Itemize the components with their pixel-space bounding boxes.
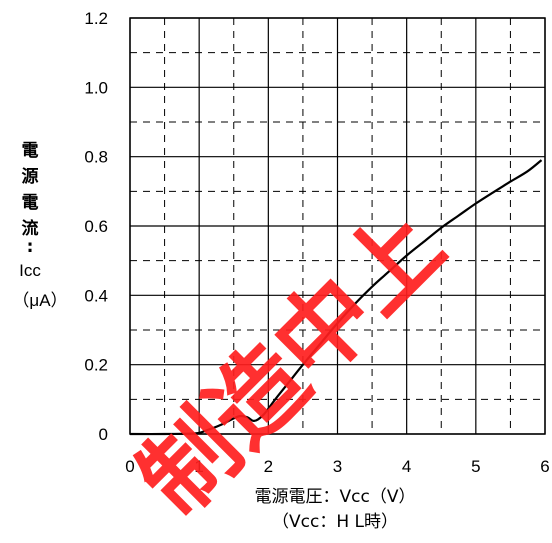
y-tick-labels: 0 0.2 0.4 0.6 0.8 1.0 1.2 [84,9,108,444]
y-label-char-1: 源 [22,166,39,187]
y-tick-label: 0.4 [84,286,108,305]
y-label-char-0: 電 [22,141,39,161]
x-tick-label: 6 [540,457,549,476]
x-tick-label: 2 [264,457,273,476]
x-tick-label: 3 [333,457,342,476]
y-label-char-3: 流 [22,218,39,239]
watermark-text: 制造中上 [118,190,464,536]
x-tick-label: 4 [402,457,411,476]
plot-frame [129,17,546,435]
y-tick-label: 1.0 [84,78,108,97]
y-tick-label: 0.6 [84,217,108,236]
y-tick-label: 0.8 [84,148,108,167]
y-label-symbol: Icc [19,261,41,280]
watermark: 制造中上 [118,190,464,536]
y-tick-label: 0 [99,425,108,444]
y-tick-label: 0.2 [84,356,108,375]
y-label-char-2: 電 [22,193,39,213]
x-tick-label: 1 [194,457,203,476]
x-tick-labels: 0 1 2 3 4 5 6 [125,457,549,476]
y-label-unit: （μA） [12,291,67,310]
y-axis-label: 電 源 電 流 : Icc （μA） [12,141,67,310]
x-tick-label: 5 [471,457,480,476]
x-axis-label: 電源電圧：Vcc（V） [255,487,416,507]
series-line-icc [129,159,543,436]
y-label-char-4: : [27,237,34,257]
y-tick-label: 1.2 [84,9,108,28]
x-tick-label: 0 [125,457,134,476]
x-axis-sublabel: （Vcc：H L時） [272,512,398,532]
